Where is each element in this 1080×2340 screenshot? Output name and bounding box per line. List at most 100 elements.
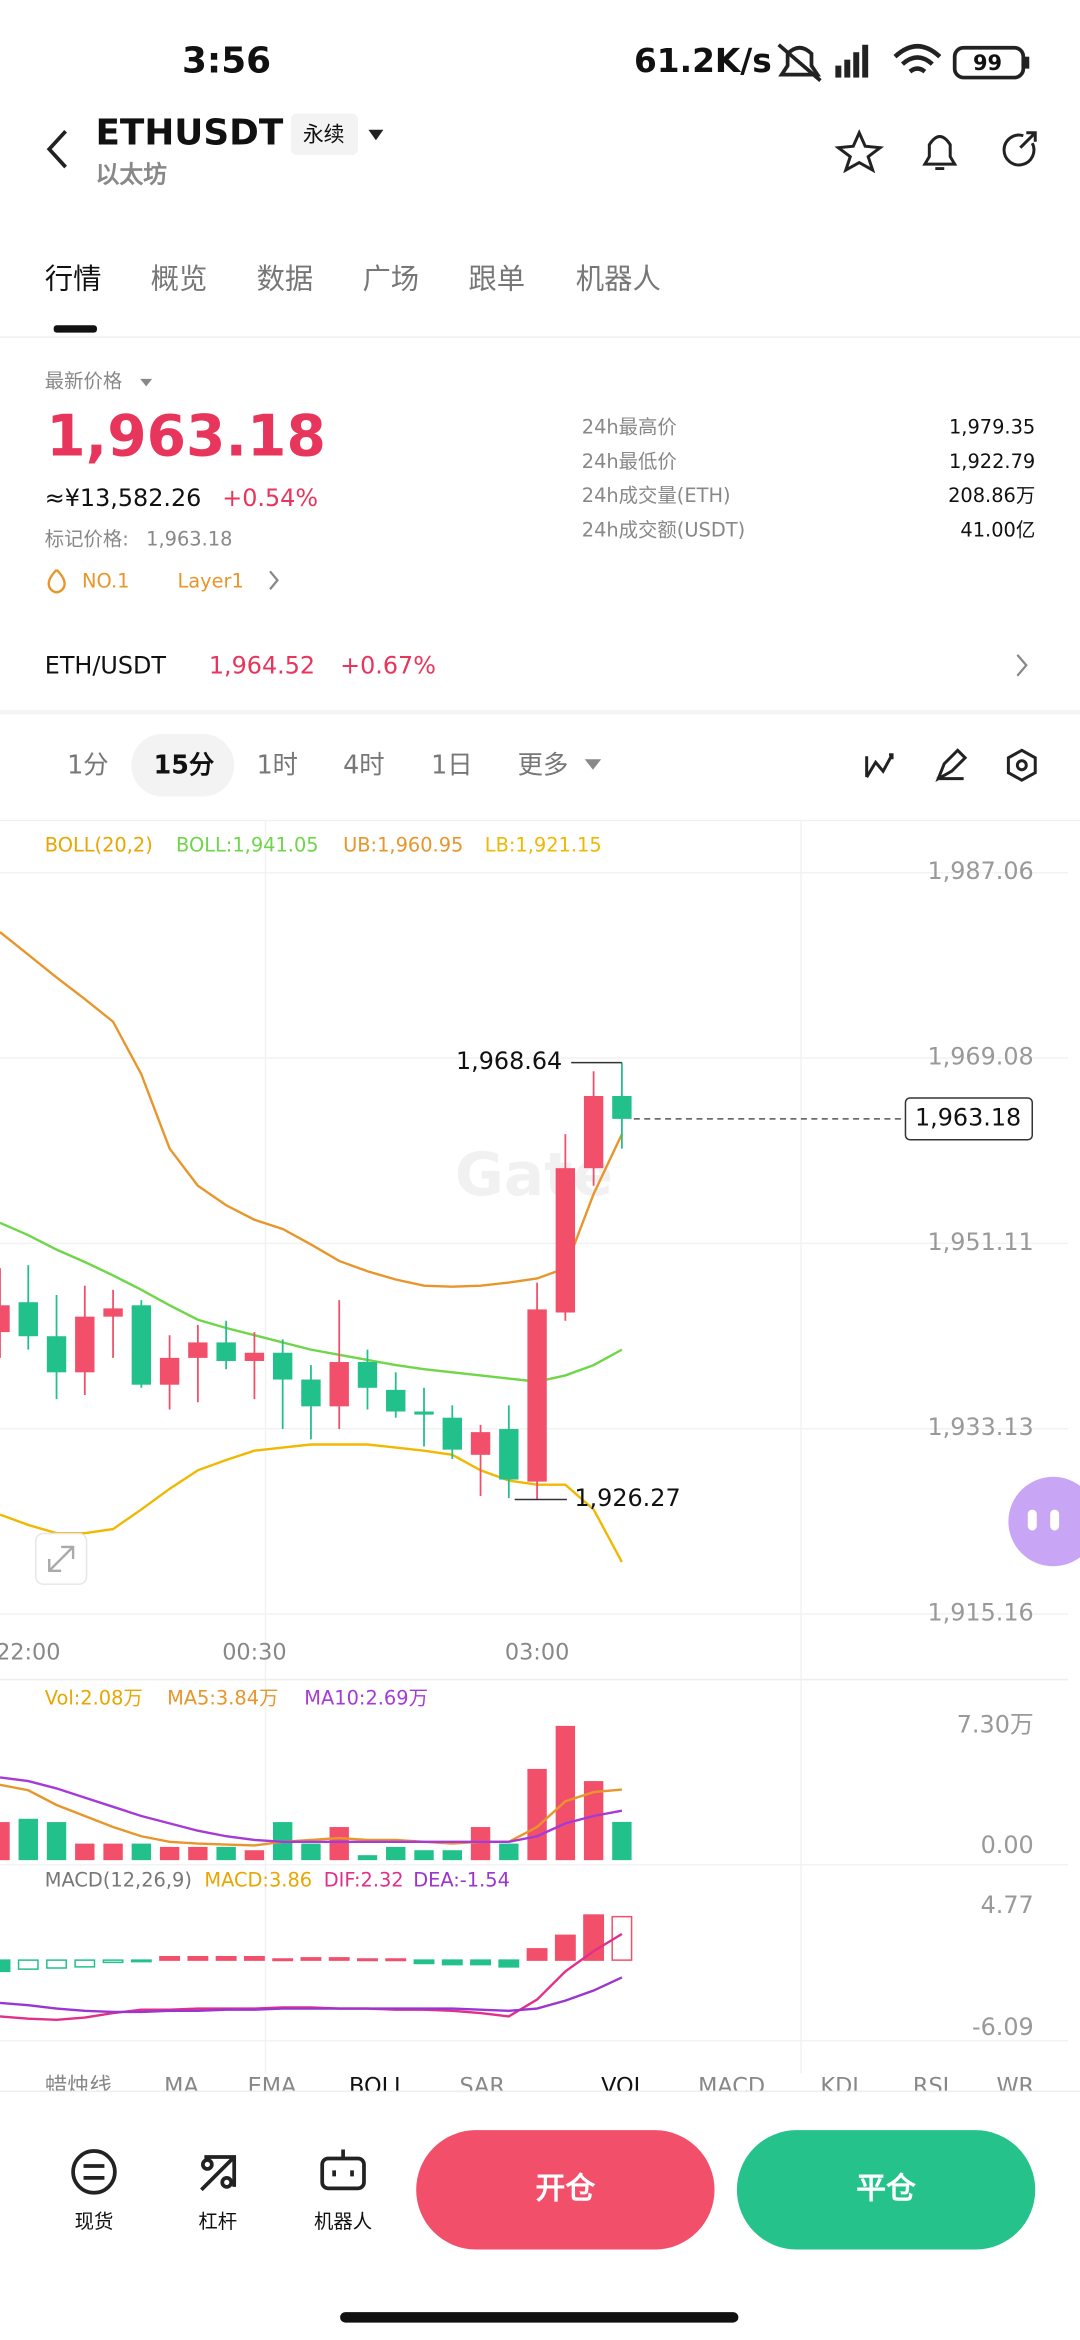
last-price: 1,963.18 [46, 404, 326, 470]
volume-bar [188, 1846, 208, 1861]
hot-icon [47, 568, 66, 594]
price-label: 最新价格 [45, 369, 123, 392]
tab[interactable]: 机器人 [576, 262, 661, 295]
boll-line [0, 931, 623, 1288]
y-tick-label: 1,915.16 [927, 1599, 1033, 1627]
nav-label[interactable]: 机器人 [314, 2210, 372, 2233]
candle-body [499, 1429, 519, 1480]
interval[interactable]: 4时 [343, 750, 384, 780]
indicator-icon[interactable] [865, 753, 894, 778]
symbol[interactable]: ETHUSDT [95, 112, 283, 153]
mark-label: 标记价格: [45, 527, 129, 550]
macd-bar [300, 1957, 322, 1961]
nav-label[interactable]: 现货 [75, 2210, 114, 2233]
macd-bar [611, 1915, 633, 1961]
intervals: 1分 15分 1时 4时 1日 更多 [67, 750, 568, 780]
stat-value: 1,922.79 [949, 450, 1035, 473]
tag-chevron [269, 570, 279, 590]
y-tick-label: 1,951.11 [927, 1228, 1033, 1256]
interval[interactable]: 1日 [431, 750, 472, 780]
macd-bar [441, 1959, 463, 1966]
assistant-eye [1027, 1509, 1037, 1531]
assistant-eye [1050, 1509, 1060, 1531]
volume-ma-line [0, 1776, 623, 1843]
open-label: 开仓 [536, 2171, 596, 2206]
favorite-icon[interactable] [834, 129, 885, 174]
symbol-dropdown[interactable] [368, 129, 384, 141]
y-tick-label: 7.30万 [957, 1710, 1034, 1738]
stat-value: 208.86万 [948, 484, 1035, 507]
volume-bar [103, 1843, 123, 1861]
tab[interactable]: 行情 [45, 262, 102, 295]
candle-body [329, 1362, 349, 1407]
settings-icon[interactable] [1006, 748, 1037, 782]
macd-bar [243, 1955, 265, 1961]
nav-label[interactable]: 杠杆 [198, 2210, 237, 2233]
interval[interactable]: 15分 [154, 750, 215, 780]
candle-body [414, 1411, 434, 1415]
tab[interactable]: 概览 [151, 262, 208, 295]
stat-label: 24h成交量(ETH) [582, 484, 731, 507]
y-tick-label: 1,969.08 [927, 1043, 1033, 1071]
tag[interactable]: NO.1 [82, 569, 129, 592]
volume-bar [0, 1822, 10, 1861]
legend-entry: MACD(12,26,9) [45, 1869, 192, 1892]
mark-price: 1,963.18 [146, 527, 232, 550]
volume-bar [499, 1843, 519, 1861]
candle-body [527, 1309, 547, 1482]
volume-bar [470, 1827, 491, 1861]
interval[interactable]: 1分 [67, 750, 108, 780]
volume-bar [46, 1822, 67, 1861]
x-tick-label: 22:00 [0, 1639, 60, 1665]
cny-price: ≈¥13,582.26 [45, 484, 202, 512]
tab[interactable]: 跟单 [468, 262, 525, 295]
spot-chevron[interactable] [1016, 654, 1028, 677]
interval-selected-bg [131, 733, 235, 797]
macd-bar [583, 1914, 605, 1961]
candle-body [18, 1302, 38, 1337]
volume-bar [159, 1846, 180, 1861]
volume-bar [555, 1725, 576, 1861]
tab[interactable]: 数据 [257, 262, 314, 295]
share-icon[interactable] [1002, 131, 1037, 167]
candle-body [386, 1389, 406, 1412]
candle-body [46, 1336, 67, 1373]
macd-bar [17, 1959, 39, 1970]
macd-bar [470, 1959, 491, 1966]
spot-pair[interactable]: ETH/USDT [45, 651, 167, 679]
nav-icons [71, 2149, 366, 2195]
candle-body [470, 1432, 491, 1455]
y-tick-label: 0.00 [981, 1831, 1034, 1859]
x-tick-label: 00:30 [222, 1639, 286, 1665]
price-change: +0.54% [222, 484, 318, 512]
volume-bar [131, 1843, 152, 1861]
macd-bar [46, 1959, 67, 1969]
back-button[interactable] [46, 130, 68, 169]
volume-bar [329, 1827, 349, 1861]
close-button[interactable] [736, 2130, 1036, 2250]
interval[interactable]: 更多 [518, 750, 569, 780]
interval[interactable]: 1时 [257, 750, 298, 780]
candle-body [0, 1305, 10, 1333]
status-speed: 61.2K/s [634, 42, 772, 80]
alert-icon[interactable] [922, 135, 958, 171]
badge-bg [290, 113, 359, 156]
candle-body [583, 1095, 604, 1169]
macd-bar [526, 1948, 548, 1961]
assistant-bubble[interactable] [1008, 1476, 1080, 1567]
draw-icon[interactable] [935, 748, 968, 783]
tag[interactable]: Layer1 [178, 569, 244, 592]
price-label-dropdown[interactable] [140, 378, 153, 387]
volume-bar [244, 1850, 265, 1861]
macd-bar [357, 1958, 378, 1962]
tab[interactable]: 广场 [362, 262, 419, 295]
volume-bar [527, 1768, 547, 1861]
settings-icon-dot [1015, 759, 1028, 772]
open-button[interactable] [416, 2130, 715, 2250]
volume-bar [75, 1843, 95, 1861]
macd-bar [187, 1955, 209, 1961]
more-dropdown[interactable] [584, 759, 602, 770]
divider [0, 710, 1080, 715]
candle-body [357, 1362, 378, 1388]
